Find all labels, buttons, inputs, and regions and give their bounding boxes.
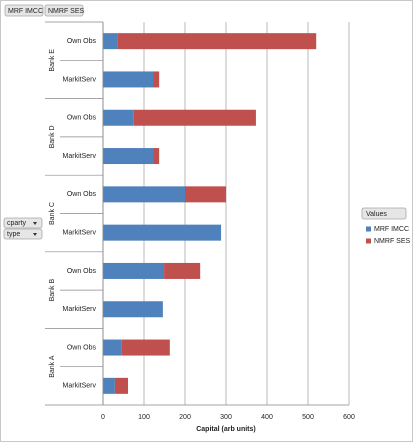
legend-swatch — [366, 226, 371, 232]
y-tick-label: MarkitServ — [63, 76, 97, 83]
bar — [103, 71, 154, 88]
x-tick-label: 600 — [343, 414, 355, 421]
axis-field-button[interactable] — [3, 217, 43, 229]
bar — [103, 148, 154, 165]
bar — [153, 71, 160, 88]
y-tick-label: MarkitServ — [63, 306, 97, 313]
y-tick-label: Own Obs — [67, 115, 97, 122]
bar — [117, 33, 317, 50]
axis-field-button[interactable] — [3, 228, 43, 240]
x-tick-label: 200 — [179, 414, 191, 421]
group-label: Bank B — [49, 278, 56, 301]
bar — [103, 224, 222, 241]
legend-label: NMRF SES — [374, 238, 411, 245]
y-tick-label: Own Obs — [67, 191, 97, 198]
x-tick-label: 400 — [261, 414, 273, 421]
bar — [153, 148, 160, 165]
bar — [103, 262, 165, 279]
bar — [121, 339, 170, 356]
bar — [103, 109, 134, 126]
legend-label: MRF IMCC — [374, 226, 409, 233]
y-tick-label: MarkitServ — [63, 153, 97, 160]
dropdown-icon[interactable] — [33, 233, 37, 236]
group-label: Bank E — [49, 49, 56, 72]
y-tick-label: MarkitServ — [63, 229, 97, 236]
bar — [103, 301, 163, 318]
y-tick-label: Own Obs — [67, 38, 97, 45]
y-tick-label: MarkitServ — [63, 383, 97, 390]
bar — [103, 33, 118, 50]
y-tick-label: Own Obs — [67, 268, 97, 275]
field-button-label[interactable]: MRF IMCC — [8, 8, 43, 15]
x-tick-label: 300 — [220, 414, 232, 421]
bar — [133, 109, 256, 126]
bar — [103, 186, 185, 203]
x-tick-label: 0 — [101, 414, 105, 421]
legend-title-box — [361, 207, 407, 220]
x-tick-label: 500 — [302, 414, 314, 421]
legend-swatch — [366, 238, 371, 244]
group-label: Bank A — [49, 355, 56, 378]
bar — [185, 186, 226, 203]
bar — [114, 377, 129, 394]
group-label: Bank D — [49, 125, 56, 148]
group-label: Bank C — [49, 202, 56, 225]
field-button-label[interactable]: NMRF SES — [48, 8, 85, 15]
x-tick-label: 100 — [138, 414, 150, 421]
bar — [164, 262, 201, 279]
x-axis-title: Capital (arb units) — [196, 426, 256, 433]
dropdown-icon[interactable] — [33, 222, 37, 225]
bar — [103, 377, 115, 394]
field-button[interactable] — [4, 4, 44, 17]
legend-title: Values — [366, 211, 387, 218]
axis-field-button-label[interactable]: type — [7, 231, 20, 238]
axis-field-button-label[interactable]: cparty — [7, 220, 27, 227]
bar — [103, 339, 122, 356]
y-tick-label: Own Obs — [67, 344, 97, 351]
field-button[interactable] — [44, 4, 84, 17]
